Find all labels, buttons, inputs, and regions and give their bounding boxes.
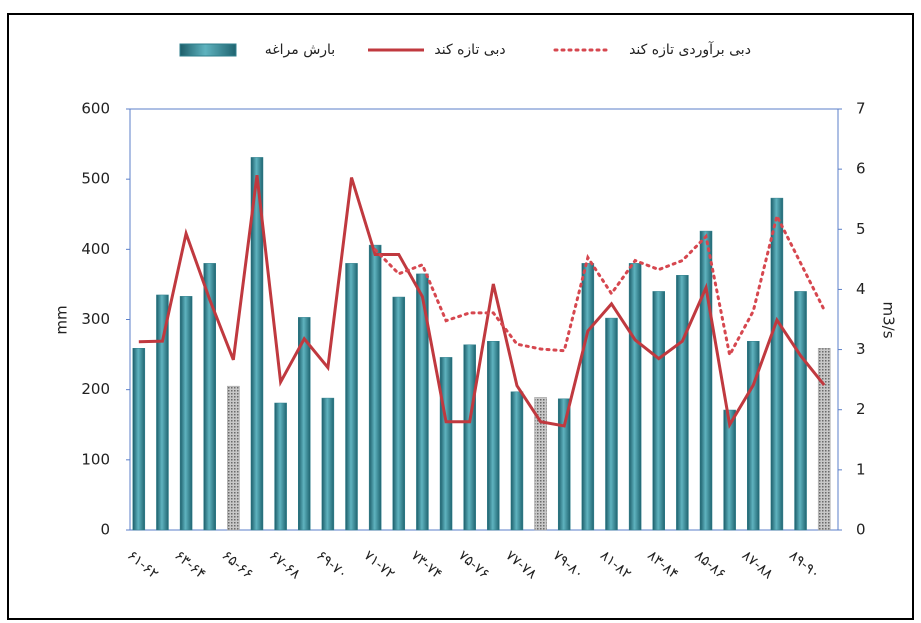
y-tick-label: 600 xyxy=(81,100,110,118)
bar xyxy=(345,263,358,531)
bar xyxy=(794,291,807,531)
bar xyxy=(723,409,736,531)
y2-tick-label: 2 xyxy=(856,400,866,418)
bar xyxy=(676,275,689,531)
y2-tick-label: 7 xyxy=(856,100,866,118)
bar xyxy=(628,263,642,531)
y2-axis-label: m3/s xyxy=(880,301,898,338)
y2-tick-label: 0 xyxy=(856,521,866,539)
bar xyxy=(699,230,713,531)
bar xyxy=(487,341,500,531)
y-tick-label: 300 xyxy=(81,310,110,328)
bar xyxy=(557,398,571,531)
bar xyxy=(132,348,146,531)
y2-tick-label: 1 xyxy=(856,460,866,478)
bar xyxy=(227,385,240,531)
bar xyxy=(179,296,193,531)
y-tick-label: 0 xyxy=(100,521,110,539)
bar xyxy=(368,244,382,531)
bar xyxy=(463,344,476,531)
y2-tick-label: 6 xyxy=(856,160,866,178)
y-tick-label: 200 xyxy=(81,380,110,398)
y-axis-label: mm xyxy=(53,305,71,334)
bar xyxy=(250,157,264,531)
bar xyxy=(581,263,595,531)
legend-label: دبی برآوردی تازه کند xyxy=(629,41,751,58)
bar xyxy=(203,263,216,531)
bar xyxy=(652,291,665,531)
bar xyxy=(392,296,406,531)
y-tick-label: 500 xyxy=(81,170,110,188)
bar xyxy=(817,348,831,531)
bar xyxy=(298,317,311,531)
y2-tick-label: 4 xyxy=(856,280,866,298)
legend-swatch xyxy=(179,43,237,57)
bar xyxy=(274,402,287,531)
y2-tick-label: 3 xyxy=(856,340,866,358)
bar xyxy=(534,397,547,531)
legend-label: دبی تازه کند xyxy=(434,42,505,58)
bar xyxy=(416,273,429,531)
line xyxy=(373,211,826,360)
bar xyxy=(156,294,169,531)
bar xyxy=(770,197,784,531)
y-tick-label: 400 xyxy=(81,240,110,258)
bar xyxy=(605,317,618,531)
bar xyxy=(510,391,524,531)
y-tick-label: 100 xyxy=(81,450,110,468)
line xyxy=(138,174,826,430)
bar xyxy=(439,357,453,531)
legend-label: بارش مراغه xyxy=(265,42,335,58)
y2-tick-label: 5 xyxy=(856,220,866,238)
bar xyxy=(321,397,335,531)
